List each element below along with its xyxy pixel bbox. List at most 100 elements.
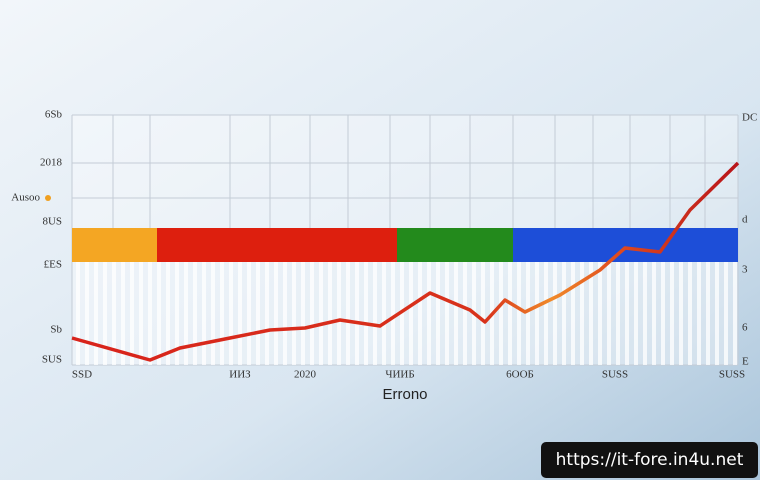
stripe: [616, 262, 620, 365]
stripe: [697, 262, 701, 365]
band-blue: [513, 228, 738, 262]
stripe: [508, 262, 512, 365]
bottom-label: 2020: [294, 369, 317, 381]
stripe: [733, 262, 737, 365]
stripe: [436, 262, 440, 365]
left-label: Ausoo: [11, 192, 40, 204]
bottom-label: ЧИИБ: [385, 369, 414, 381]
stripe: [175, 262, 179, 365]
stripe: [166, 262, 170, 365]
right-label: 6: [742, 322, 748, 334]
stripe: [247, 262, 251, 365]
stripe: [121, 262, 125, 365]
stripe: [652, 262, 656, 365]
stripe: [112, 262, 116, 365]
stripe: [634, 262, 638, 365]
stripe: [445, 262, 449, 365]
stripe: [292, 262, 296, 365]
stripe: [562, 262, 566, 365]
stripe: [85, 262, 89, 365]
stripe: [427, 262, 431, 365]
stripe: [373, 262, 377, 365]
stripe: [589, 262, 593, 365]
stripe: [283, 262, 287, 365]
stripe: [670, 262, 674, 365]
stripe: [580, 262, 584, 365]
stripe: [382, 262, 386, 365]
left-label: 6Sb: [45, 109, 63, 121]
stripe: [139, 262, 143, 365]
stripe: [499, 262, 503, 365]
stripe: [76, 262, 80, 365]
stripe: [661, 262, 665, 365]
stripe: [643, 262, 647, 365]
right-label: d: [742, 214, 748, 226]
stripe: [355, 262, 359, 365]
stripe: [238, 262, 242, 365]
stripe: [418, 262, 422, 365]
stripe: [319, 262, 323, 365]
stripe: [409, 262, 413, 365]
bottom-label: ИИЗ: [229, 369, 251, 381]
stripe: [391, 262, 395, 365]
stripe: [94, 262, 98, 365]
stripe: [193, 262, 197, 365]
stripe: [526, 262, 530, 365]
stripe: [211, 262, 215, 365]
band-orange: [72, 228, 157, 262]
stripe: [229, 262, 233, 365]
right-label: E: [742, 356, 749, 368]
stripe: [517, 262, 521, 365]
stripe: [337, 262, 341, 365]
stripe: [310, 262, 314, 365]
band-red: [157, 228, 397, 262]
stripe: [553, 262, 557, 365]
stripe: [301, 262, 305, 365]
stripe: [220, 262, 224, 365]
stripe: [706, 262, 710, 365]
stripe: [364, 262, 368, 365]
legend-dot: [45, 195, 51, 201]
stripe: [274, 262, 278, 365]
stripe: [535, 262, 539, 365]
stripe: [544, 262, 548, 365]
stripe: [202, 262, 206, 365]
left-label: Sb: [50, 324, 62, 336]
band-green: [397, 228, 513, 262]
stripes: [76, 262, 737, 365]
stripe: [715, 262, 719, 365]
left-label: SUS: [42, 354, 62, 366]
stripe: [328, 262, 332, 365]
stripe: [724, 262, 728, 365]
stripe: [688, 262, 692, 365]
stripe: [571, 262, 575, 365]
stripe: [148, 262, 152, 365]
stripe: [184, 262, 188, 365]
left-label: 2018: [40, 157, 63, 169]
bottom-label: SUSS: [602, 369, 628, 381]
watermark: https://it-fore.in4u.net: [541, 442, 758, 478]
stripe: [130, 262, 134, 365]
stripe: [598, 262, 602, 365]
stripe: [265, 262, 269, 365]
stripe: [256, 262, 260, 365]
right-label: 3: [742, 264, 748, 276]
stripe: [481, 262, 485, 365]
stripe: [103, 262, 107, 365]
bottom-label: SUSS: [719, 369, 745, 381]
left-label: £ES: [44, 259, 62, 271]
stripe: [607, 262, 611, 365]
left-label: 8US: [42, 216, 62, 228]
bottom-label: 6ООБ: [506, 369, 534, 381]
axis-title: Errono: [382, 386, 427, 403]
grid: [71, 114, 739, 366]
stripe: [157, 262, 161, 365]
stripe: [463, 262, 467, 365]
stripe: [625, 262, 629, 365]
stripe: [679, 262, 683, 365]
trend-line: [71, 161, 740, 362]
right-label: DC: [742, 112, 757, 124]
